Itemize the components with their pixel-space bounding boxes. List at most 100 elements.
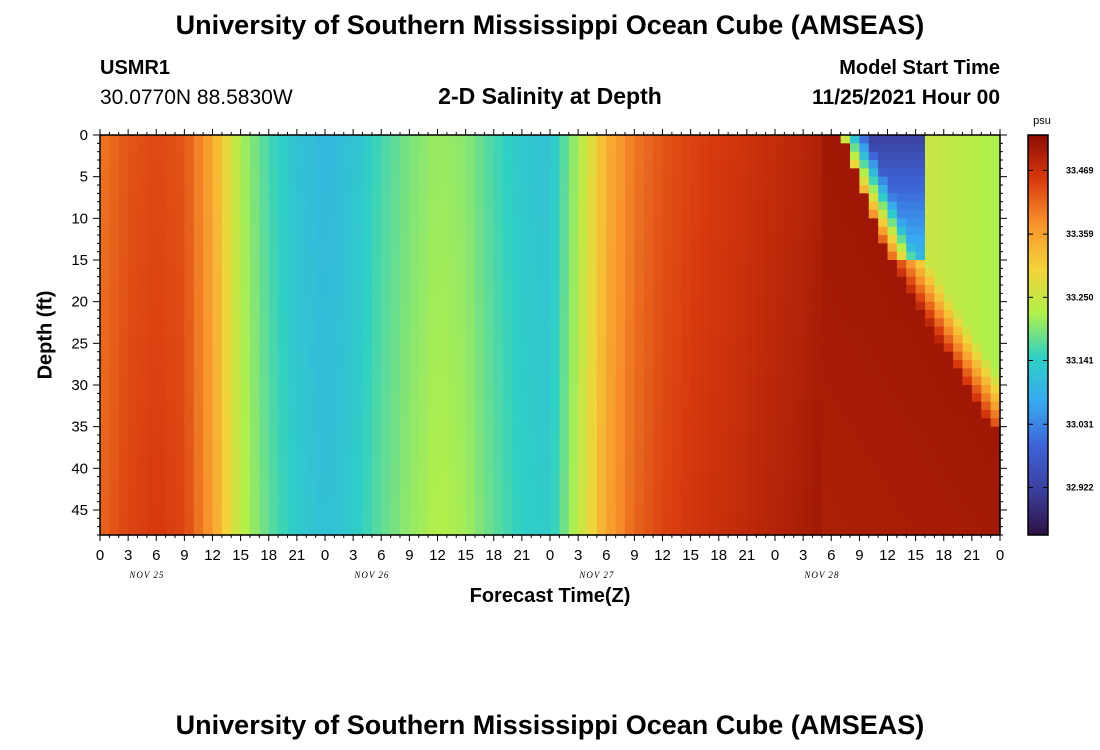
heatmap-cell (418, 351, 429, 361)
heatmap-cell (671, 326, 682, 336)
heatmap-cell (887, 393, 898, 403)
heatmap-cell (400, 401, 410, 411)
heatmap-cell (681, 418, 692, 428)
heatmap-cell (390, 368, 401, 378)
heatmap-cell (203, 393, 214, 403)
heatmap-cell (221, 210, 232, 219)
heatmap-cell (484, 268, 495, 278)
heatmap-cell (803, 218, 814, 228)
heatmap-cell (203, 151, 214, 161)
heatmap-cell (146, 276, 157, 286)
heatmap-cell (596, 243, 607, 253)
heatmap-cell (512, 376, 523, 386)
heatmap-cell (887, 376, 898, 386)
heatmap-cell (831, 176, 842, 186)
heatmap-cell (343, 476, 354, 486)
heatmap-cell (850, 293, 860, 303)
heatmap-cell (615, 335, 626, 344)
heatmap-cell (175, 343, 185, 353)
heatmap-cell (184, 226, 195, 236)
heatmap-cell (212, 135, 223, 144)
heatmap-cell (812, 193, 823, 203)
x-tick-label: 9 (855, 547, 863, 564)
heatmap-cell (728, 235, 739, 244)
heatmap-cell (362, 151, 373, 161)
heatmap-cell (428, 160, 439, 169)
heatmap-cell (146, 410, 157, 419)
heatmap-cell (203, 468, 214, 478)
heatmap-cell (803, 410, 814, 419)
heatmap-cell (746, 326, 757, 336)
heatmap-cell (812, 285, 823, 294)
heatmap-cell (343, 493, 354, 503)
heatmap-cell (306, 401, 317, 411)
heatmap-cell (803, 393, 814, 403)
heatmap-cell (390, 451, 401, 461)
heatmap-cell (400, 518, 410, 528)
heatmap-cell (746, 335, 757, 344)
heatmap-cell (625, 510, 635, 519)
heatmap-cell (803, 376, 814, 386)
heatmap-cell (287, 460, 298, 469)
heatmap-cell (859, 393, 870, 403)
heatmap-cell (334, 168, 345, 178)
heatmap-cell (615, 268, 626, 278)
heatmap-cell (418, 401, 429, 411)
heatmap-cell (718, 176, 729, 186)
heatmap-cell (306, 510, 317, 519)
heatmap-cell (803, 268, 814, 278)
heatmap-cell (278, 476, 289, 486)
heatmap-cell (390, 318, 401, 328)
heatmap-cell (559, 168, 570, 178)
heatmap-cell (990, 360, 1001, 369)
heatmap-cell (625, 226, 635, 236)
heatmap-cell (296, 443, 307, 453)
heatmap-cell (915, 526, 926, 536)
heatmap-cell (681, 451, 692, 461)
heatmap-cell (118, 293, 129, 303)
heatmap-cell (212, 493, 223, 503)
heatmap-cell (184, 218, 195, 228)
heatmap-cell (240, 451, 251, 461)
heatmap-cell (371, 235, 382, 244)
heatmap-cell (587, 193, 598, 203)
heatmap-cell (625, 501, 635, 511)
heatmap-cell (306, 285, 317, 294)
heatmap-cell (109, 251, 120, 261)
heatmap-cell (446, 351, 457, 361)
heatmap-cell (971, 301, 982, 311)
heatmap-cell (428, 518, 439, 528)
heatmap-cell (615, 160, 626, 169)
heatmap-cell (353, 385, 364, 394)
heatmap-cell (512, 243, 523, 253)
heatmap-cell (212, 143, 223, 153)
heatmap-cell (718, 293, 729, 303)
heatmap-cell (212, 426, 223, 436)
heatmap-cell (521, 426, 532, 436)
heatmap-cell (268, 518, 279, 528)
heatmap-cell (325, 235, 335, 244)
heatmap-cell (437, 226, 448, 236)
heatmap-cell (503, 426, 514, 436)
heatmap-cell (400, 326, 410, 336)
heatmap-cell (128, 426, 139, 436)
heatmap-cell (831, 235, 842, 244)
heatmap-cell (456, 451, 467, 461)
heatmap-cell (821, 368, 832, 378)
heatmap-cell (184, 401, 195, 411)
heatmap-cell (981, 326, 992, 336)
heatmap-cell (868, 360, 879, 369)
heatmap-cell (953, 193, 964, 203)
heatmap-cell (503, 435, 514, 444)
heatmap-cell (212, 510, 223, 519)
heatmap-cell (212, 368, 223, 378)
heatmap-cell (915, 460, 926, 469)
heatmap-cell (831, 268, 842, 278)
heatmap-cell (240, 251, 251, 261)
heatmap-cell (990, 326, 1001, 336)
heatmap-cell (315, 318, 326, 328)
heatmap-cell (587, 443, 598, 453)
heatmap-cell (268, 310, 279, 319)
heatmap-cell (925, 401, 935, 411)
heatmap-cell (250, 160, 260, 169)
